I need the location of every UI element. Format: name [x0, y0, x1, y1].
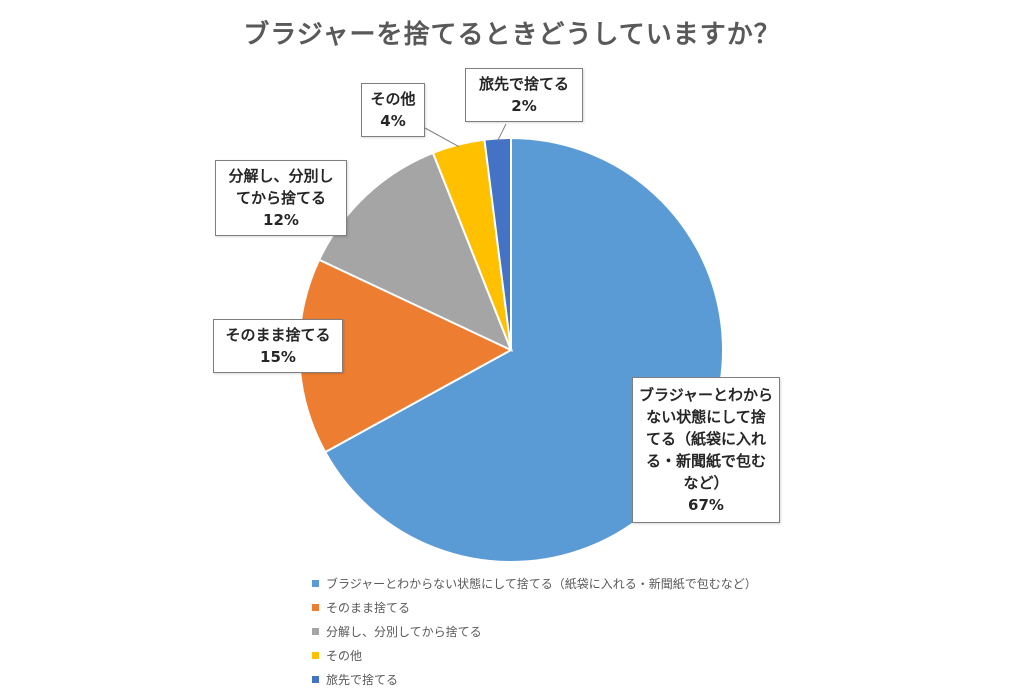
data-label-text: その他: [370, 90, 416, 108]
pie-slice: [483, 136, 512, 351]
leader-line: [497, 123, 507, 141]
chart-title: ブラジャーを捨てるときどうしていますか？: [243, 20, 781, 50]
data-label-4: その他 4%: [361, 83, 425, 137]
legend-item: そのまま捨てる: [312, 595, 757, 619]
data-label-text: そのまま捨てる: [225, 326, 331, 344]
data-label-text: 分解し、分別してから捨てる: [228, 167, 334, 207]
pie-slice: [317, 151, 513, 352]
legend-swatch: [312, 579, 319, 587]
data-label-value: 4%: [380, 112, 406, 130]
data-label-value: 15%: [260, 348, 296, 366]
data-label-15: そのまま捨てる 15%: [213, 319, 343, 373]
legend-item: 分解し、分別してから捨てる: [312, 619, 757, 643]
legend-label: 旅先で捨てる: [326, 672, 399, 687]
data-label-value: 2%: [511, 97, 537, 115]
data-label-2: 旅先で捨てる 2%: [465, 68, 583, 122]
legend-swatch: [312, 651, 319, 659]
data-label-value: 12%: [263, 211, 299, 229]
legend-label: ブラジャーとわからない状態にして捨てる（紙袋に入れる・新聞紙で包むなど）: [326, 576, 757, 591]
legend-item: ブラジャーとわからない状態にして捨てる（紙袋に入れる・新聞紙で包むなど）: [312, 571, 757, 595]
data-label-67: ブラジャーとわからない状態にして捨てる（紙袋に入れる・新聞紙で包むなど） 67%: [632, 377, 780, 523]
data-label-12: 分解し、分別してから捨てる 12%: [215, 160, 347, 236]
legend-swatch: [312, 675, 319, 683]
legend-swatch: [312, 603, 319, 611]
legend-item: その他: [312, 643, 757, 667]
legend-label: そのまま捨てる: [326, 600, 411, 615]
legend: ブラジャーとわからない状態にして捨てる（紙袋に入れる・新聞紙で包むなど） そのま…: [312, 571, 757, 691]
legend-label: 分解し、分別してから捨てる: [326, 624, 482, 639]
legend-swatch: [312, 627, 319, 635]
data-label-text: 旅先で捨てる: [478, 75, 569, 93]
legend-label: その他: [326, 648, 363, 663]
legend-item: 旅先で捨てる: [312, 667, 757, 691]
data-label-value: 67%: [688, 496, 724, 514]
data-label-text: ブラジャーとわからない状態にして捨てる（紙袋に入れる・新聞紙で包むなど）: [639, 386, 773, 492]
leader-line: [424, 127, 460, 148]
